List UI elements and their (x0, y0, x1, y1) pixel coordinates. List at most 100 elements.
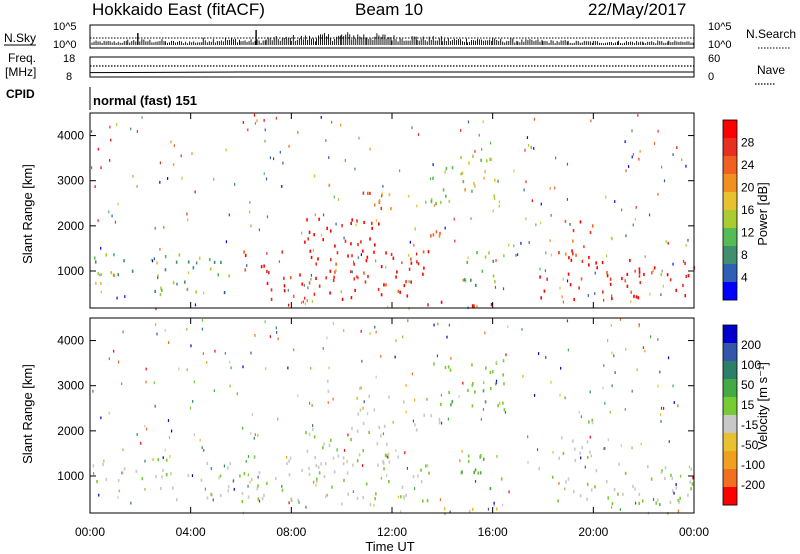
power-cell (313, 174, 316, 178)
power-cell (108, 210, 110, 214)
velocity-cell (168, 436, 171, 439)
velocity-cell (247, 473, 249, 477)
velocity-cell (204, 487, 207, 491)
velocity-cell (414, 423, 416, 427)
velocity-cell (448, 323, 450, 327)
power-cell (562, 277, 564, 281)
noise-left-label: N.Sky (4, 31, 36, 45)
velocity-panel: 1000 2000 3000 4000 Slant Range [km] 200 100… (20, 317, 770, 516)
power-cell (634, 269, 636, 273)
x-tick-label: 00:00 (75, 525, 105, 539)
velocity-cell (361, 359, 363, 363)
power-cell (611, 294, 613, 298)
power-cell (266, 269, 268, 274)
power-cell (97, 271, 99, 276)
power-cell (430, 200, 433, 204)
velocity-cell (657, 384, 659, 388)
velocity-cell (580, 415, 583, 419)
power-cell (635, 206, 637, 209)
velocity-cell (342, 456, 345, 460)
power-cell (638, 157, 640, 161)
velocity-cell (613, 488, 616, 492)
power-cell (435, 230, 438, 234)
velocity-colorbar-swatch (723, 415, 737, 434)
power-cell (635, 295, 638, 299)
power-cell (425, 200, 427, 204)
velocity-cell (320, 462, 322, 466)
velocity-cell (471, 507, 474, 512)
velocity-cell (625, 347, 627, 351)
power-cell (667, 241, 669, 245)
velocity-cell (657, 338, 659, 341)
power-cell (483, 176, 485, 180)
power-cell (213, 177, 215, 181)
velocity-cell (281, 484, 283, 488)
velocity-cell (500, 477, 503, 481)
power-cell (572, 239, 574, 243)
power-colorbar-swatch (723, 120, 737, 139)
velocity-cell (242, 426, 244, 430)
power-cell (385, 251, 387, 255)
velocity-cell (352, 490, 354, 494)
velocity-cell (433, 323, 435, 327)
velocity-cell (448, 390, 450, 395)
velocity-cell (446, 335, 448, 339)
power-cell (180, 154, 182, 158)
velocity-cell (232, 479, 235, 483)
velocity-cell (242, 365, 244, 369)
power-cell (685, 244, 687, 247)
power-cell (387, 305, 389, 309)
power-cell (657, 129, 659, 133)
velocity-cell (123, 467, 126, 471)
velocity-cell (145, 380, 147, 384)
velocity-cell (322, 446, 324, 450)
power-cell (381, 192, 383, 196)
velocity-cell (482, 408, 485, 411)
power-cell (320, 233, 323, 237)
velocity-cell (145, 427, 148, 431)
velocity-cell (462, 381, 464, 385)
power-cell (97, 147, 99, 151)
power-cell (569, 283, 572, 287)
power-cell (374, 243, 376, 247)
velocity-cell (247, 455, 250, 458)
velocity-cell (551, 475, 554, 479)
velocity-cell (265, 367, 267, 371)
power-cell (365, 259, 368, 263)
power-cell (472, 154, 474, 158)
power-cell (462, 278, 464, 282)
power-cell (265, 177, 268, 181)
velocity-cell (382, 432, 385, 436)
power-cell (625, 234, 627, 238)
velocity-cell (492, 370, 494, 374)
velocity-cell (315, 464, 318, 468)
power-cell (575, 253, 577, 257)
power-cell (159, 161, 162, 165)
power-cell (363, 271, 365, 275)
power-colorbar-tick: 8 (741, 248, 748, 262)
velocity-cell (155, 475, 157, 479)
power-cell (250, 224, 252, 228)
power-cell (573, 297, 575, 302)
velocity-cell (96, 479, 98, 484)
power-cell (344, 159, 346, 162)
velocity-cell (461, 449, 463, 453)
power-cell (307, 286, 309, 290)
power-cell (136, 130, 138, 133)
power-cell (362, 191, 365, 195)
noise-left-tick-bottom: 10^0 (53, 39, 77, 51)
velocity-data (92, 318, 694, 516)
cpid-label: CPID (6, 87, 35, 101)
power-cell (320, 116, 322, 119)
velocity-cell (660, 406, 663, 410)
velocity-cell (669, 500, 672, 504)
power-cell (530, 146, 533, 150)
power-cell (130, 127, 132, 131)
power-cell (594, 271, 596, 275)
power-cell (408, 253, 410, 257)
velocity-cell (660, 420, 662, 423)
velocity-cell (677, 404, 679, 408)
velocity-cell (610, 505, 613, 509)
power-cell (114, 220, 117, 224)
power-cell (343, 236, 345, 240)
